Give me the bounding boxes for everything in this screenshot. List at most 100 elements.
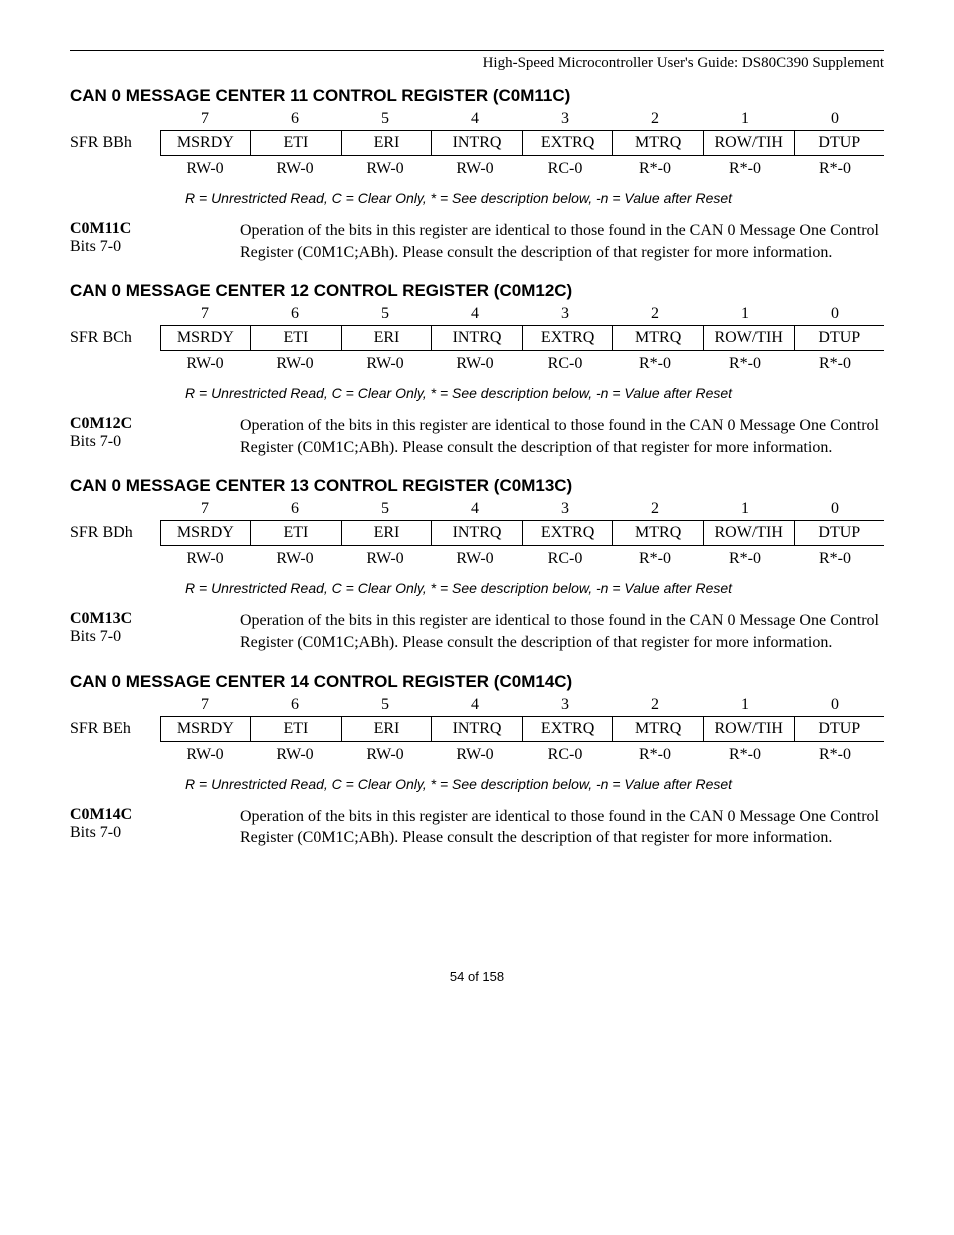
bit-number: 7 (160, 500, 250, 520)
bit-access: R*-0 (610, 156, 700, 178)
bit-access: RW-0 (340, 546, 430, 568)
bit-number: 1 (700, 696, 790, 716)
bit-access: R*-0 (790, 546, 880, 568)
page-footer: 54 of 158 (70, 969, 884, 984)
bit-access: R*-0 (610, 351, 700, 373)
bit-number: 5 (340, 500, 430, 520)
bit-number: 3 (520, 305, 610, 325)
bit-access: RW-0 (160, 351, 250, 373)
bit-access: RW-0 (250, 742, 340, 764)
bit-name: DTUP (794, 325, 885, 351)
sfr-label: SFR BDh (70, 524, 160, 542)
bit-access: R*-0 (790, 351, 880, 373)
sfr-label: SFR BCh (70, 329, 160, 347)
bit-name: ETI (250, 716, 341, 742)
register-name: C0M12C (70, 415, 240, 433)
bit-access: RW-0 (160, 546, 250, 568)
bit-name: ROW/TIH (703, 130, 794, 156)
bit-name: MSRDY (160, 130, 251, 156)
register-table: 76543210SFR BChMSRDYETIERIINTRQEXTRQMTRQ… (70, 305, 884, 373)
bit-number: 4 (430, 500, 520, 520)
register-name: C0M11C (70, 220, 240, 238)
bit-access: R*-0 (700, 351, 790, 373)
bit-number: 6 (250, 500, 340, 520)
bit-number: 3 (520, 696, 610, 716)
bit-name: DTUP (794, 520, 885, 546)
bit-number: 7 (160, 696, 250, 716)
bit-name: ERI (341, 520, 432, 546)
bit-number: 4 (430, 696, 520, 716)
description-block: C0M14CBits 7-0Operation of the bits in t… (70, 806, 884, 849)
bit-name: MSRDY (160, 520, 251, 546)
register-table: 76543210SFR BBhMSRDYETIERIINTRQEXTRQMTRQ… (70, 110, 884, 178)
bit-number: 2 (610, 305, 700, 325)
bit-number: 0 (790, 110, 880, 130)
bit-name: MTRQ (612, 520, 703, 546)
sfr-label: SFR BEh (70, 720, 160, 738)
bits-range: Bits 7-0 (70, 628, 240, 646)
bit-number: 5 (340, 110, 430, 130)
bit-name: MSRDY (160, 325, 251, 351)
description-text: Operation of the bits in this register a… (240, 806, 884, 849)
register-name: C0M13C (70, 610, 240, 628)
register-name: C0M14C (70, 806, 240, 824)
bit-access: R*-0 (700, 546, 790, 568)
bit-number: 2 (610, 110, 700, 130)
bit-number: 0 (790, 305, 880, 325)
bit-name: INTRQ (431, 716, 522, 742)
bit-name: DTUP (794, 130, 885, 156)
bit-number: 5 (340, 305, 430, 325)
bits-range: Bits 7-0 (70, 238, 240, 256)
bit-name: ETI (250, 325, 341, 351)
legend-text: R = Unrestricted Read, C = Clear Only, *… (185, 385, 884, 401)
bit-access: RC-0 (520, 156, 610, 178)
bit-name: ERI (341, 130, 432, 156)
register-table: 76543210 SFR BEhMSRDYETIERIINTRQEXTRQMTRQ… (70, 696, 884, 764)
bit-number: 6 (250, 696, 340, 716)
bit-access: R*-0 (790, 156, 880, 178)
bits-range: Bits 7-0 (70, 433, 240, 451)
bit-name: ROW/TIH (703, 716, 794, 742)
bit-number: 1 (700, 110, 790, 130)
legend-text: R = Unrestricted Read, C = Clear Only, *… (185, 580, 884, 596)
description-text: Operation of the bits in this register a… (240, 415, 884, 458)
bit-name: ROW/TIH (703, 325, 794, 351)
sfr-label: SFR BBh (70, 134, 160, 152)
bit-access: R*-0 (700, 156, 790, 178)
bit-name: INTRQ (431, 130, 522, 156)
bit-name: MTRQ (612, 325, 703, 351)
bit-name: INTRQ (431, 325, 522, 351)
bit-name: EXTRQ (522, 716, 613, 742)
bit-number: 4 (430, 305, 520, 325)
bit-name: ETI (250, 130, 341, 156)
bit-name: ETI (250, 520, 341, 546)
bit-number: 6 (250, 305, 340, 325)
bit-number: 2 (610, 500, 700, 520)
bit-access: RW-0 (250, 546, 340, 568)
bit-name: DTUP (794, 716, 885, 742)
bit-access: RW-0 (430, 351, 520, 373)
bit-access: RW-0 (340, 742, 430, 764)
bit-name: MSRDY (160, 716, 251, 742)
bit-access: R*-0 (610, 546, 700, 568)
bit-name: ERI (341, 716, 432, 742)
bit-access: R*-0 (700, 742, 790, 764)
bit-number: 6 (250, 110, 340, 130)
bit-number: 4 (430, 110, 520, 130)
bit-number: 5 (340, 696, 430, 716)
bit-number: 1 (700, 305, 790, 325)
bit-number: 2 (610, 696, 700, 716)
section-title: CAN 0 MESSAGE CENTER 11 CONTROL REGISTER… (70, 86, 884, 106)
bit-number: 7 (160, 305, 250, 325)
bit-name: ERI (341, 325, 432, 351)
bit-access: R*-0 (610, 742, 700, 764)
bit-access: RW-0 (160, 156, 250, 178)
bit-access: RW-0 (160, 742, 250, 764)
bit-name: MTRQ (612, 716, 703, 742)
register-table: 76543210SFR BDhMSRDYETIERIINTRQEXTRQMTRQ… (70, 500, 884, 568)
bit-access: RW-0 (250, 351, 340, 373)
bit-number: 0 (790, 696, 880, 716)
legend-text: R = Unrestricted Read, C = Clear Only, *… (185, 776, 884, 792)
bit-number: 3 (520, 500, 610, 520)
bit-name: EXTRQ (522, 520, 613, 546)
